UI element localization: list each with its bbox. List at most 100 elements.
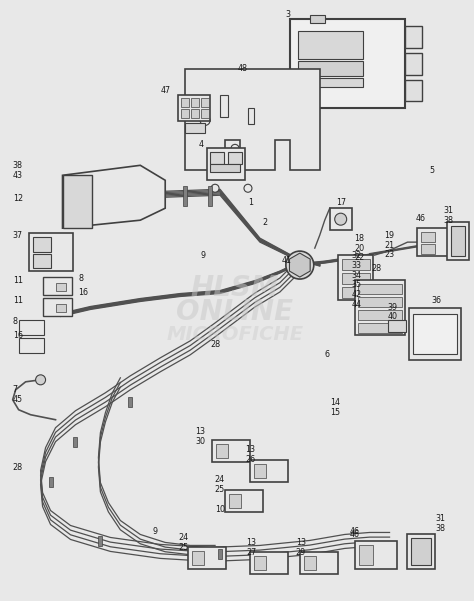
Text: 38
43: 38 43 [13,161,23,180]
Text: 13
29: 13 29 [296,538,306,557]
Bar [254,557,266,570]
Text: 47: 47 [160,86,170,95]
Bar [183,186,187,206]
Text: 39
40: 39 40 [388,303,398,322]
Circle shape [286,251,314,279]
Circle shape [335,213,346,225]
Text: 28: 28 [210,340,220,349]
Bar [73,437,77,447]
Bar [181,109,189,118]
Bar [310,14,325,23]
Text: 13
27: 13 27 [246,538,256,557]
Text: 12: 12 [13,194,23,203]
Circle shape [292,257,308,273]
Text: 46: 46 [416,214,426,223]
Bar [290,19,404,108]
Bar [408,534,436,569]
Bar [229,493,241,507]
Bar [216,444,228,457]
Bar [404,52,422,75]
Bar [298,61,363,76]
Bar [212,440,250,462]
Text: 46: 46 [350,527,360,536]
Text: 28: 28 [372,264,382,273]
Bar [404,26,422,47]
Bar [248,108,254,124]
Circle shape [200,115,210,126]
Text: 31
38: 31 38 [436,514,446,533]
Bar [358,284,401,294]
Bar [201,109,209,118]
Polygon shape [290,253,310,277]
Text: 28: 28 [13,463,23,472]
Bar [210,164,240,172]
Text: 41: 41 [282,255,292,264]
Bar [48,477,53,487]
Text: 11: 11 [13,275,23,284]
Text: 1: 1 [248,198,253,207]
Bar [99,537,102,546]
Bar [178,96,210,121]
Bar [404,79,422,102]
Bar [358,297,401,307]
Bar [418,228,456,256]
Text: 4: 4 [199,140,204,149]
Circle shape [211,185,219,192]
Text: 6: 6 [325,350,330,359]
Text: 14
15: 14 15 [330,398,340,417]
Bar [63,175,92,228]
Bar [421,232,436,242]
Text: 13
30: 13 30 [195,427,205,446]
Bar [181,99,189,108]
Text: 9: 9 [152,527,157,536]
Bar [355,280,404,335]
Bar [128,397,132,407]
Text: 3: 3 [286,10,291,19]
Bar [421,244,436,254]
Bar [358,310,401,320]
Bar [55,283,65,291]
Bar [298,78,363,88]
Bar [411,538,431,566]
Bar [218,549,222,560]
Text: 18
20
22: 18 20 22 [355,234,365,262]
Bar [191,99,199,108]
Text: 17: 17 [336,198,346,207]
Circle shape [36,375,46,385]
Text: 16: 16 [79,287,89,296]
Bar [254,463,266,478]
Text: 2: 2 [262,218,267,227]
Text: 36: 36 [431,296,441,305]
Polygon shape [185,69,320,170]
Bar [250,552,288,575]
Bar [201,99,209,108]
Text: 24
25: 24 25 [178,533,189,552]
Bar [43,277,73,295]
Text: 37: 37 [13,231,23,240]
Bar [359,546,373,566]
Text: 19
21
23: 19 21 23 [384,231,395,259]
Bar [210,152,224,164]
Text: 9: 9 [200,251,205,260]
Bar [342,273,370,284]
Polygon shape [63,165,165,228]
Text: 11: 11 [13,296,23,305]
Circle shape [231,144,239,152]
Bar [250,460,288,481]
Text: 8: 8 [13,317,18,326]
Bar [451,226,465,256]
Bar [342,259,370,270]
Bar [33,254,51,268]
Bar [55,304,65,312]
Text: 48: 48 [238,64,248,73]
Bar [191,109,199,118]
Bar [355,542,397,569]
Bar [413,314,457,354]
Bar [388,320,405,332]
Bar [298,31,363,58]
Text: 24
25: 24 25 [214,475,224,494]
Bar [447,222,469,260]
Text: MICROFICHE: MICROFICHE [166,325,303,344]
Bar [410,308,461,360]
Bar [28,233,73,271]
